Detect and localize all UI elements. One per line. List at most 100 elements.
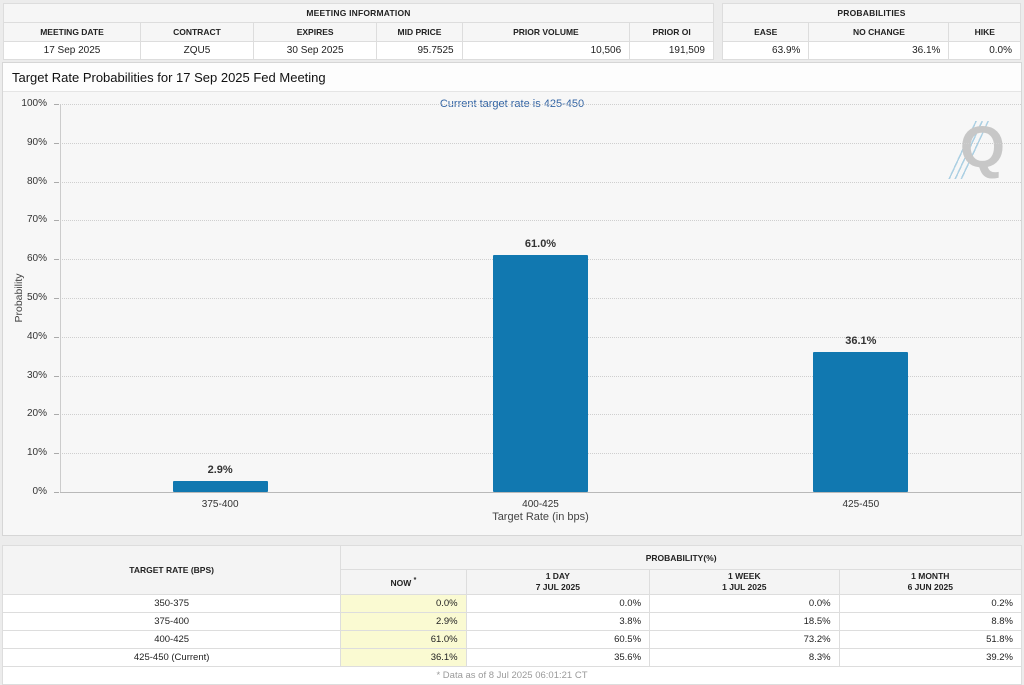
col-prior-volume: PRIOR VOLUME bbox=[461, 22, 631, 42]
rate-cell: 350-375 bbox=[1, 594, 342, 613]
gridline bbox=[60, 181, 1021, 183]
now-cell: 0.0% bbox=[340, 594, 467, 613]
prior-volume-value: 10,506 bbox=[461, 41, 631, 60]
probabilities-value-row: 63.9% 36.1% 0.0% bbox=[721, 41, 1021, 60]
hike-value: 0.0% bbox=[948, 41, 1021, 60]
bar-value-label: 2.9% bbox=[207, 463, 233, 476]
col-mid-price: MID PRICE bbox=[376, 22, 463, 42]
table-row: 400-425 61.0% 60.5% 73.2% 51.8% bbox=[1, 630, 1023, 649]
probability-bar bbox=[172, 480, 268, 492]
y-tick-mark bbox=[54, 259, 59, 261]
y-tick-label: 70% bbox=[26, 214, 47, 226]
y-tick-mark bbox=[54, 220, 59, 222]
chart-title-bar: Target Rate Probabilities for 17 Sep 202… bbox=[3, 63, 1021, 92]
y-tick-label: 20% bbox=[26, 408, 47, 420]
meeting-info-value-row: 17 Sep 2025 ZQU5 30 Sep 2025 95.7525 10,… bbox=[2, 41, 714, 60]
meeting-info-title: MEETING INFORMATION bbox=[3, 3, 714, 23]
y-tick-mark bbox=[54, 375, 59, 377]
col-1-month: 1 MONTH 6 JUN 2025 bbox=[838, 569, 1023, 595]
y-tick-label: 30% bbox=[26, 369, 47, 381]
week1-cell: 73.2% bbox=[649, 630, 840, 649]
now-cell: 61.0% bbox=[340, 630, 467, 649]
y-tick-label: 80% bbox=[26, 175, 47, 187]
day1-cell: 60.5% bbox=[465, 630, 651, 649]
now-cell: 36.1% bbox=[340, 648, 467, 667]
month1-cell: 0.2% bbox=[838, 594, 1023, 613]
rate-cell: 400-425 bbox=[1, 630, 342, 649]
y-tick-label: 90% bbox=[26, 136, 47, 148]
bar-value-label: 61.0% bbox=[524, 238, 557, 251]
footnote-row: * Data as of 8 Jul 2025 06:01:21 CT bbox=[2, 666, 1022, 685]
gridline bbox=[60, 220, 1021, 222]
table-row: 375-400 2.9% 3.8% 18.5% 8.8% bbox=[1, 612, 1023, 631]
probabilities-header-row: EASE NO CHANGE HIKE bbox=[721, 22, 1021, 42]
probability-pct-header: PROBABILITY(%) bbox=[340, 545, 1022, 570]
target-rate-bps-header: TARGET RATE (BPS) bbox=[1, 545, 342, 595]
day1-cell: 3.8% bbox=[465, 612, 651, 631]
y-tick-label: 100% bbox=[21, 98, 47, 109]
prior-oi-value: 191,509 bbox=[629, 41, 714, 60]
col-now: NOW * bbox=[340, 569, 467, 595]
x-axis-title: Target Rate (in bps) bbox=[492, 511, 589, 523]
now-asterisk: * bbox=[413, 577, 417, 585]
col-1-day: 1 DAY 7 JUL 2025 bbox=[465, 569, 651, 595]
col-no-change: NO CHANGE bbox=[808, 22, 950, 42]
ease-value: 63.9% bbox=[721, 41, 810, 60]
x-category-label: 425-450 bbox=[842, 499, 880, 510]
col-meeting-date: MEETING DATE bbox=[2, 22, 142, 42]
y-tick-label: 0% bbox=[32, 486, 47, 497]
no-change-value: 36.1% bbox=[808, 41, 950, 60]
y-tick-mark bbox=[54, 492, 59, 493]
y-axis-line bbox=[60, 104, 61, 492]
x-axis-line bbox=[60, 492, 1021, 493]
y-tick-mark bbox=[54, 142, 59, 144]
week1-cell: 18.5% bbox=[649, 612, 840, 631]
month1-cell: 51.8% bbox=[838, 630, 1023, 649]
rate-cell: 425-450 (Current) bbox=[1, 648, 342, 667]
meeting-info-header-row: MEETING DATE CONTRACT EXPIRES MID PRICE … bbox=[2, 22, 714, 42]
watermark-q-letter: Q bbox=[959, 115, 1005, 180]
x-category-label: 400-425 bbox=[522, 499, 559, 510]
table-row: 425-450 (Current) 36.1% 35.6% 8.3% 39.2% bbox=[1, 648, 1023, 667]
history-group-header-row: TARGET RATE (BPS) PROBABILITY(%) bbox=[1, 545, 1022, 595]
y-tick-label: 10% bbox=[26, 447, 47, 459]
bar-value-label: 36.1% bbox=[845, 334, 877, 347]
probability-bar bbox=[813, 351, 909, 492]
probabilities-title: PROBABILITIES bbox=[722, 3, 1021, 23]
y-tick-mark bbox=[54, 104, 59, 105]
y-tick-label: 40% bbox=[26, 330, 47, 342]
probabilities-table: PROBABILITIES EASE NO CHANGE HIKE 63.9% … bbox=[721, 3, 1021, 60]
x-category-label: 375-400 bbox=[201, 499, 239, 510]
chart-title: Target Rate Probabilities for 17 Sep 202… bbox=[12, 70, 326, 85]
col-ease: EASE bbox=[721, 22, 810, 42]
meeting-information-table: MEETING INFORMATION MEETING DATE CONTRAC… bbox=[2, 3, 714, 60]
rate-cell: 375-400 bbox=[1, 612, 342, 631]
probability-history-table: TARGET RATE (BPS) PROBABILITY(%) NOW * 1… bbox=[1, 545, 1023, 685]
day1-cell: 0.0% bbox=[465, 594, 651, 613]
y-tick-mark bbox=[54, 298, 59, 299]
col-contract: CONTRACT bbox=[140, 22, 254, 42]
y-tick-mark bbox=[54, 336, 59, 338]
top-summary-tables: MEETING INFORMATION MEETING DATE CONTRAC… bbox=[2, 3, 1021, 60]
contract-value: ZQU5 bbox=[140, 41, 254, 60]
expires-value: 30 Sep 2025 bbox=[252, 41, 378, 60]
plot-area: 0% 10% 20% 30% 40% 50% 60% 70% 80% 90% 100% 2.9% 375… bbox=[3, 63, 1021, 535]
gridline bbox=[60, 104, 1021, 105]
y-tick-label: 60% bbox=[26, 253, 47, 265]
y-tick-mark bbox=[54, 181, 59, 183]
col-1-week: 1 WEEK 1 JUL 2025 bbox=[649, 569, 840, 595]
quikstrike-watermark: Q bbox=[945, 115, 1007, 185]
now-cell: 2.9% bbox=[340, 612, 467, 631]
day1-cell: 35.6% bbox=[465, 648, 651, 667]
week1-cell: 8.3% bbox=[649, 648, 840, 667]
meeting-date-value: 17 Sep 2025 bbox=[2, 41, 142, 60]
col-prior-oi: PRIOR OI bbox=[629, 22, 714, 42]
history-column-header-row: NOW * 1 DAY 7 JUL 2025 1 WEEK 1 JUL 2025 1… bbox=[3, 569, 1023, 595]
month1-cell: 39.2% bbox=[838, 648, 1023, 667]
data-as-of-note: * Data as of 8 Jul 2025 06:01:21 CT bbox=[2, 666, 1022, 685]
month1-cell: 8.8% bbox=[838, 612, 1023, 631]
col-hike: HIKE bbox=[948, 22, 1021, 42]
probability-bar bbox=[493, 255, 588, 492]
table-row: 350-375 0.0% 0.0% 0.0% 0.2% bbox=[1, 594, 1023, 613]
y-tick-mark bbox=[54, 453, 59, 455]
